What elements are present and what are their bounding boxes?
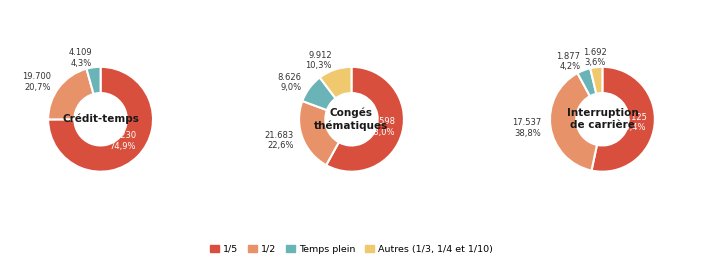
Wedge shape [550,73,597,171]
Text: 19.700
20,7%: 19.700 20,7% [22,72,51,92]
Wedge shape [86,67,101,94]
Wedge shape [326,67,404,172]
Text: 8.626
9,0%: 8.626 9,0% [278,73,302,92]
Wedge shape [299,101,339,165]
Text: Crédit-temps: Crédit-temps [62,114,139,125]
Wedge shape [48,67,153,172]
Legend: 1/5, 1/2, Temps plein, Autres (1/3, 1/4 et 1/10): 1/5, 1/2, Temps plein, Autres (1/3, 1/4 … [206,241,497,258]
Text: Congés
thématiques: Congés thématiques [314,108,389,131]
Text: 71.230
74,9%: 71.230 74,9% [108,131,137,151]
Text: 9.912
10,3%: 9.912 10,3% [305,51,332,70]
Text: 1.877
4,2%: 1.877 4,2% [556,52,580,71]
Text: Interruption
de carrière: Interruption de carrière [567,108,638,130]
Text: 24.125
53,4%: 24.125 53,4% [619,113,647,132]
Wedge shape [591,67,602,94]
Text: 17.537
38,8%: 17.537 38,8% [512,118,541,138]
Text: 1.692
3,6%: 1.692 3,6% [583,48,607,68]
Wedge shape [320,67,352,98]
Wedge shape [48,69,93,120]
Text: 4.109
4,3%: 4.109 4,3% [69,48,92,68]
Text: 55.598
58,0%: 55.598 58,0% [367,117,396,136]
Wedge shape [591,67,655,172]
Wedge shape [302,77,335,110]
Wedge shape [577,68,596,96]
Text: 21.683
22,6%: 21.683 22,6% [264,131,293,151]
